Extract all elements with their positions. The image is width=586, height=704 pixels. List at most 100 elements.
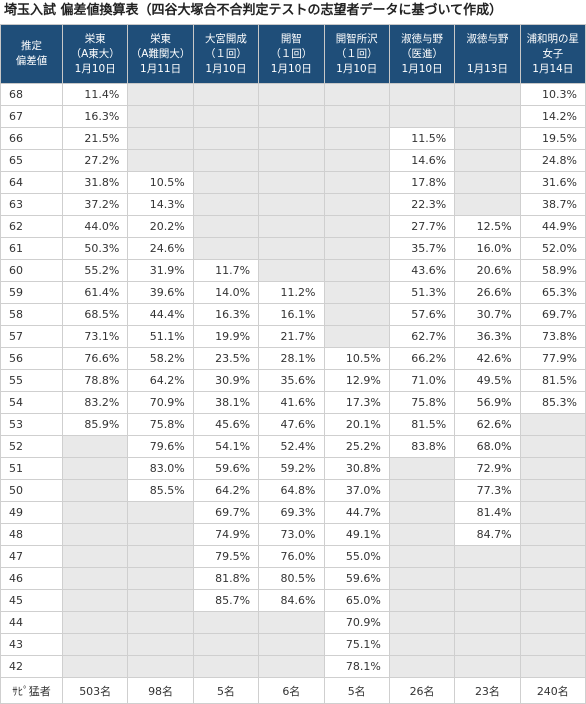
value-cell: 41.6% bbox=[258, 391, 325, 414]
value-cell: 69.7% bbox=[192, 501, 260, 524]
header-cell: 淑徳与野 1月13日 bbox=[454, 24, 521, 84]
header-line: 淑徳与野 bbox=[466, 32, 509, 45]
value-cell: 85.5% bbox=[127, 479, 194, 502]
footer-cell: 240名 bbox=[519, 677, 586, 704]
conversion-table: 推定 偏差値 栄東 （A東大） 1月10日 栄東 （A難関大） 1月11日 大宮開成 （１回） 1月… bbox=[0, 24, 586, 704]
value-cell: 65.0% bbox=[323, 589, 390, 612]
value-cell: 52.4% bbox=[258, 435, 325, 458]
value-cell: 59.2% bbox=[258, 457, 325, 480]
empty-cell bbox=[323, 149, 390, 172]
value-cell: 77.3% bbox=[454, 479, 521, 502]
value-cell: 79.6% bbox=[127, 435, 194, 458]
value-cell: 49.5% bbox=[454, 369, 521, 392]
value-cell: 70.9% bbox=[323, 611, 390, 634]
empty-cell bbox=[61, 589, 129, 612]
value-cell: 59.6% bbox=[323, 567, 390, 590]
empty-cell bbox=[323, 83, 390, 106]
empty-cell bbox=[192, 127, 260, 150]
empty-cell bbox=[192, 83, 260, 106]
empty-cell bbox=[388, 655, 456, 678]
value-cell: 59.6% bbox=[192, 457, 260, 480]
value-cell: 80.5% bbox=[258, 567, 325, 590]
header-cell: 開智 （１回） 1月10日 bbox=[258, 24, 325, 84]
row: 49 69.7% 69.3% 44.7% 81.4% bbox=[0, 501, 586, 524]
value-cell: 83.8% bbox=[388, 435, 456, 458]
row-label: 62 bbox=[0, 215, 63, 238]
empty-cell bbox=[454, 611, 521, 634]
value-cell: 26.6% bbox=[454, 281, 521, 304]
header-line: 1月13日 bbox=[466, 62, 508, 75]
row-label: 46 bbox=[0, 567, 63, 590]
value-cell: 28.1% bbox=[258, 347, 325, 370]
value-cell: 71.0% bbox=[388, 369, 456, 392]
value-cell: 24.6% bbox=[127, 237, 194, 260]
empty-cell bbox=[192, 171, 260, 194]
value-cell: 69.3% bbox=[258, 501, 325, 524]
empty-cell bbox=[323, 127, 390, 150]
empty-cell bbox=[192, 215, 260, 238]
empty-cell bbox=[127, 611, 194, 634]
empty-cell bbox=[454, 655, 521, 678]
row: 44 70.9% bbox=[0, 611, 586, 634]
value-cell: 79.5% bbox=[192, 545, 260, 568]
empty-cell bbox=[323, 237, 390, 260]
value-cell: 27.2% bbox=[61, 149, 129, 172]
row: 66 21.5% 11.5% 19.5% bbox=[0, 127, 586, 150]
row: 50 85.5% 64.2% 64.8% 37.0% 77.3% bbox=[0, 479, 586, 502]
footer-row: ｻﾋﾟ猛者 503名 98名 5名 6名 5名 26名 23名 240名 bbox=[0, 677, 586, 704]
value-cell: 78.8% bbox=[61, 369, 129, 392]
empty-cell bbox=[192, 149, 260, 172]
empty-cell bbox=[192, 655, 260, 678]
header-line: （１回） bbox=[204, 47, 247, 60]
empty-cell bbox=[127, 105, 194, 128]
empty-cell bbox=[519, 567, 586, 590]
value-cell: 81.8% bbox=[192, 567, 260, 590]
value-cell: 62.6% bbox=[454, 413, 521, 436]
header-line: （１回） bbox=[335, 47, 378, 60]
row-label: 49 bbox=[0, 501, 63, 524]
empty-cell bbox=[519, 545, 586, 568]
empty-cell bbox=[519, 589, 586, 612]
value-cell: 47.6% bbox=[258, 413, 325, 436]
header-line: 開智 bbox=[280, 32, 302, 45]
value-cell: 11.5% bbox=[388, 127, 456, 150]
value-cell: 19.5% bbox=[519, 127, 586, 150]
value-cell: 10.3% bbox=[519, 83, 586, 106]
empty-cell bbox=[388, 83, 456, 106]
row: 52 79.6% 54.1% 52.4% 25.2% 83.8% 68.0% bbox=[0, 435, 586, 458]
row: 60 55.2% 31.9% 11.7% 43.6% 20.6% 58.9% bbox=[0, 259, 586, 282]
empty-cell bbox=[388, 633, 456, 656]
empty-cell bbox=[388, 501, 456, 524]
value-cell: 17.3% bbox=[323, 391, 390, 414]
row: 62 44.0% 20.2% 27.7% 12.5% 44.9% bbox=[0, 215, 586, 238]
row: 56 76.6% 58.2% 23.5% 28.1% 10.5% 66.2% 42.6% 77.… bbox=[0, 347, 586, 370]
empty-cell bbox=[192, 105, 260, 128]
empty-cell bbox=[454, 105, 521, 128]
empty-cell bbox=[61, 501, 129, 524]
header-line: 1月10日 bbox=[336, 62, 378, 75]
value-cell: 44.9% bbox=[519, 215, 586, 238]
value-cell: 23.5% bbox=[192, 347, 260, 370]
row: 59 61.4% 39.6% 14.0% 11.2% 51.3% 26.6% 65.3% bbox=[0, 281, 586, 304]
value-cell: 74.9% bbox=[192, 523, 260, 546]
header-line: 大宮開成 bbox=[204, 32, 247, 45]
value-cell: 37.2% bbox=[61, 193, 129, 216]
value-cell: 16.1% bbox=[258, 303, 325, 326]
header-cell: 浦和明の星 女子 1月14日 bbox=[519, 24, 586, 84]
empty-cell bbox=[127, 501, 194, 524]
header-line: 栄東 bbox=[84, 32, 106, 45]
value-cell: 65.3% bbox=[519, 281, 586, 304]
header-line: 推定 bbox=[21, 40, 42, 52]
value-cell: 10.5% bbox=[323, 347, 390, 370]
value-cell: 81.5% bbox=[388, 413, 456, 436]
empty-cell bbox=[323, 325, 390, 348]
value-cell: 69.7% bbox=[519, 303, 586, 326]
footer-cell: 6名 bbox=[258, 677, 325, 704]
empty-cell bbox=[192, 633, 260, 656]
empty-cell bbox=[258, 105, 325, 128]
row: 48 74.9% 73.0% 49.1% 84.7% bbox=[0, 523, 586, 546]
empty-cell bbox=[258, 171, 325, 194]
empty-cell bbox=[323, 105, 390, 128]
row: 57 73.1% 51.1% 19.9% 21.7% 62.7% 36.3% 73.8% bbox=[0, 325, 586, 348]
empty-cell bbox=[388, 611, 456, 634]
